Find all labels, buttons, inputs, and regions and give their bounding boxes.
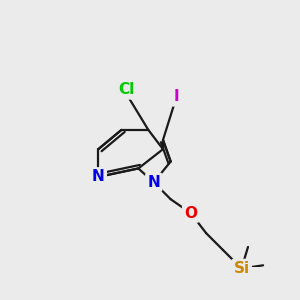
- Text: O: O: [184, 206, 197, 220]
- Text: N: N: [92, 169, 105, 184]
- Text: N: N: [147, 175, 160, 190]
- Text: I: I: [173, 89, 179, 104]
- Text: Si: Si: [233, 261, 250, 276]
- Text: Cl: Cl: [119, 82, 135, 98]
